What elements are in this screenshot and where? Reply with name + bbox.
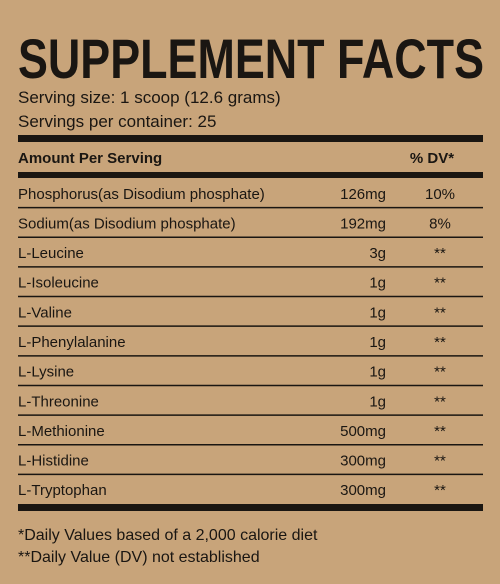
nutrient-name: L-Phenylalanine: [18, 334, 126, 351]
thick-rule: [18, 504, 483, 511]
nutrient-amount: 3g: [369, 245, 386, 262]
nutrient-name: L-Threonine: [18, 393, 99, 410]
nutrient-dv: 10%: [425, 186, 455, 203]
serving-size: Serving size: 1 scoop (12.6 grams): [18, 88, 281, 107]
nutrient-amount: 1g: [369, 393, 386, 410]
nutrient-dv: **: [434, 304, 446, 321]
nutrient-dv: **: [434, 453, 446, 470]
footnote: **Daily Value (DV) not established: [18, 549, 260, 566]
nutrient-dv: **: [434, 275, 446, 292]
nutrient-amount: 500mg: [340, 423, 386, 440]
nutrient-dv: **: [434, 364, 446, 381]
footnote: *Daily Values based of a 2,000 calorie d…: [18, 527, 318, 544]
servings-per-container: Servings per container: 25: [18, 112, 216, 131]
nutrient-dv: **: [434, 245, 446, 262]
nutrient-name: L-Tryptophan: [18, 482, 107, 499]
amount-header: Amount Per Serving: [18, 150, 162, 167]
nutrient-amount: 126mg: [340, 186, 386, 203]
nutrient-name: L-Histidine: [18, 453, 89, 470]
nutrient-amount: 1g: [369, 334, 386, 351]
nutrient-name: L-Methionine: [18, 423, 105, 440]
nutrient-name: Sodium(as Disodium phosphate): [18, 215, 236, 232]
thick-rule: [18, 135, 483, 142]
nutrient-name: Phosphorus(as Disodium phosphate): [18, 186, 265, 203]
nutrient-amount: 1g: [369, 275, 386, 292]
nutrient-dv: **: [434, 334, 446, 351]
nutrient-name: L-Lysine: [18, 364, 74, 381]
nutrient-dv: **: [434, 423, 446, 440]
nutrient-name: L-Leucine: [18, 245, 84, 262]
rows: Phosphorus(as Disodium phosphate) 126mg 10…: [18, 186, 483, 499]
nutrient-dv: **: [434, 393, 446, 410]
nutrient-amount: 300mg: [340, 482, 386, 499]
dv-header: % DV*: [410, 150, 454, 167]
nutrient-name: L-Isoleucine: [18, 275, 99, 292]
nutrient-amount: 1g: [369, 304, 386, 321]
nutrient-amount: 1g: [369, 364, 386, 381]
title: SUPPLEMENT FACTS: [18, 27, 484, 90]
nutrient-dv: **: [434, 482, 446, 499]
thick-rule: [18, 172, 483, 178]
nutrient-name: L-Valine: [18, 304, 72, 321]
nutrient-dv: 8%: [429, 215, 451, 232]
nutrient-amount: 300mg: [340, 453, 386, 470]
nutrient-amount: 192mg: [340, 215, 386, 232]
